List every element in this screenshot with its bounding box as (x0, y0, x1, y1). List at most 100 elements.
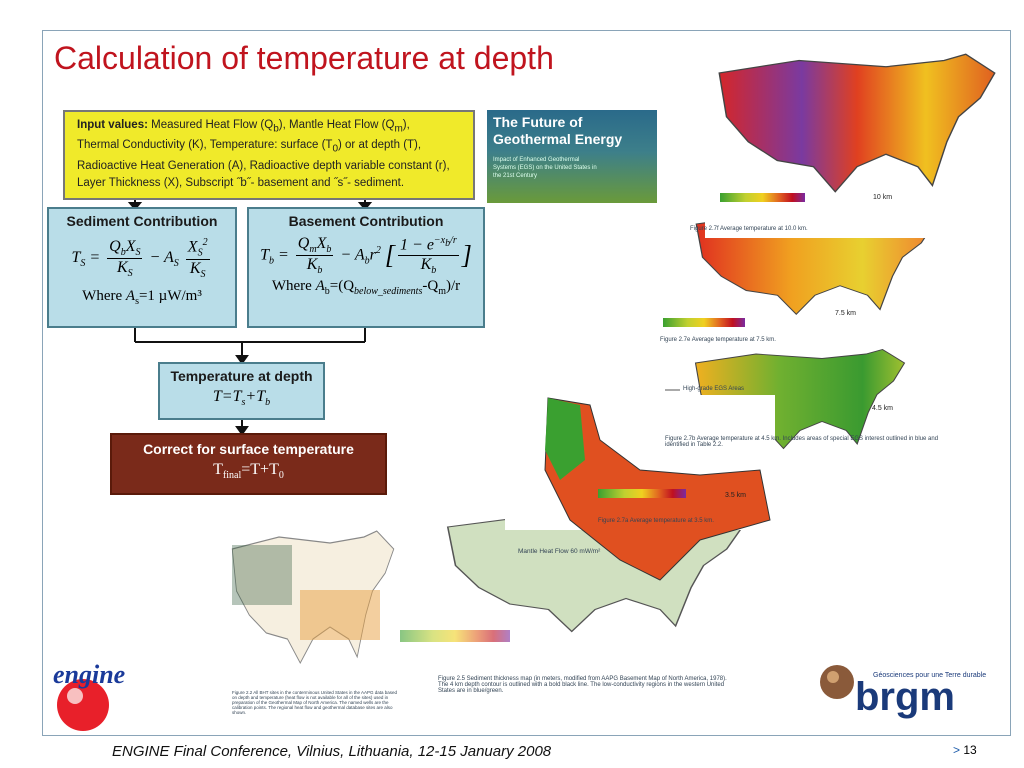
input-sub: 0 (332, 143, 338, 155)
map-legend: Mantle Heat Flow 60 mW/m² (518, 548, 601, 555)
input-box: Input values: Measured Heat Flow (Qb), M… (63, 110, 475, 200)
f: = (89, 249, 101, 267)
f: T (213, 461, 223, 478)
logo-shine (827, 671, 839, 683)
input-text: Layer Thickness (X), Subscript ˝b˝- base… (77, 176, 405, 189)
book-cover: The Future of Geothermal Energy Impact o… (487, 110, 657, 203)
caption: Figure 2.7a Average temperature at 3.5 k… (598, 518, 714, 524)
box-title: Correct for surface temperature (143, 441, 354, 457)
map-legend: High-grade EGS Areas (683, 386, 745, 392)
input-text: ) or at depth (T), (338, 139, 422, 152)
f: -Q (422, 278, 439, 295)
f: r (369, 246, 376, 264)
brgm-logo: brgm Géosciences pour une Terre durable (820, 665, 986, 719)
bht-sites (232, 545, 292, 605)
f35-map-west (545, 398, 585, 480)
f: −x (433, 235, 446, 247)
f: b (431, 264, 437, 276)
f: b (317, 265, 323, 277)
f: X (316, 235, 327, 252)
frac: QbXS KS (107, 237, 143, 279)
caption: Figure 2.2 All BHT sites in the contermi… (232, 690, 398, 715)
bht-sites (300, 590, 380, 640)
caption: Figure 2.7b Average temperature at 4.5 k… (665, 436, 939, 448)
arrow-head (127, 202, 143, 211)
f: X (125, 237, 136, 255)
box-title: Temperature at depth (170, 368, 313, 384)
f: b (326, 244, 332, 256)
page-num: 13 (963, 743, 977, 757)
f: b (120, 246, 126, 258)
map-label: 4.5 km (872, 405, 894, 412)
f: A (354, 246, 365, 264)
input-text: ), (402, 119, 410, 131)
input-sub: b (273, 123, 279, 135)
f: K (116, 258, 128, 276)
f: b (268, 255, 274, 267)
caption: Figure 2.7e Average temperature at 7.5 k… (660, 337, 776, 343)
f: below_sediments (354, 286, 423, 298)
basement-box: Basement Contribution Tb = QmXb Kb − Ab r2… (247, 207, 485, 328)
where: Where As=1 µW/m³ (49, 288, 235, 307)
frac: QmXb Kb (295, 235, 334, 277)
f: 0 (278, 470, 284, 482)
input-sub: m (394, 123, 403, 135)
f: =1 µW/m³ (138, 287, 202, 304)
f: =(Q (329, 278, 355, 295)
f: 1 − e (400, 236, 434, 254)
f: Where (271, 278, 312, 295)
engine-logo: engine (53, 660, 125, 731)
page-number: > 13 (953, 743, 977, 757)
f75-scale (663, 318, 745, 327)
map-label: 3.5 km (725, 492, 747, 499)
f: A (125, 287, 136, 304)
f: 2 (375, 245, 381, 257)
logo-shine (67, 688, 83, 704)
slide-frame (42, 30, 1011, 736)
where: Where Ab=(Qbelow_sediments-Qm)/r (249, 278, 483, 297)
caption: Figure 2.5 Sediment thickness map (in me… (438, 676, 727, 694)
input-text: Thermal Conductivity (K), Temperature: s… (77, 139, 333, 152)
formula: TS = QbXS KS − AS XS2 KS (49, 237, 235, 280)
input-text: Measured Heat Flow (Q (147, 119, 274, 131)
engine-wordmark: engine (53, 660, 125, 689)
input-text: Radioactive Heat Generation (A), Radioac… (77, 159, 450, 172)
f: b (324, 286, 330, 298)
f: A (164, 249, 174, 267)
f: Where (82, 287, 123, 304)
f: /r (450, 235, 457, 247)
formula: Tfinal=T+T0 (112, 461, 385, 481)
page-arrow: > (953, 743, 961, 757)
f: = (277, 246, 289, 264)
f: X (187, 238, 198, 256)
arrow-head (235, 426, 249, 436)
depth-box: Temperature at depth T=Ts+Tb (158, 362, 325, 420)
f: S (135, 246, 141, 258)
footer-text: ENGINE Final Conference, Vilnius, Lithua… (112, 743, 552, 760)
f: m (309, 244, 317, 256)
brgm-wordmark: brgm (855, 675, 955, 719)
logo-circle (820, 665, 854, 699)
formula: T=Ts+Tb (160, 388, 323, 408)
box-title: Sediment Contribution (66, 213, 218, 229)
caption: Figure 2.7f Average temperature at 10.0 … (690, 226, 808, 232)
frac: XS2 KS (185, 237, 210, 280)
f: =T+T (241, 461, 279, 478)
f: b (445, 238, 451, 250)
input-text: ), Mantle Heat Flow (Q (278, 119, 395, 131)
f: T (260, 246, 269, 264)
sediment-box: Sediment Contribution TS = QbXS KS − AS X… (47, 207, 237, 328)
f: +T (245, 388, 266, 405)
arrow-head (357, 202, 373, 211)
f: − (340, 246, 352, 264)
f: 2 (202, 237, 208, 248)
f: )/r (445, 278, 461, 295)
f: Q (109, 237, 121, 255)
box-title: Basement Contribution (288, 213, 444, 229)
f: b (265, 397, 271, 409)
book-subtitle: Impact of Enhanced Geothermal Systems (E… (493, 157, 597, 179)
f: T (71, 249, 81, 267)
